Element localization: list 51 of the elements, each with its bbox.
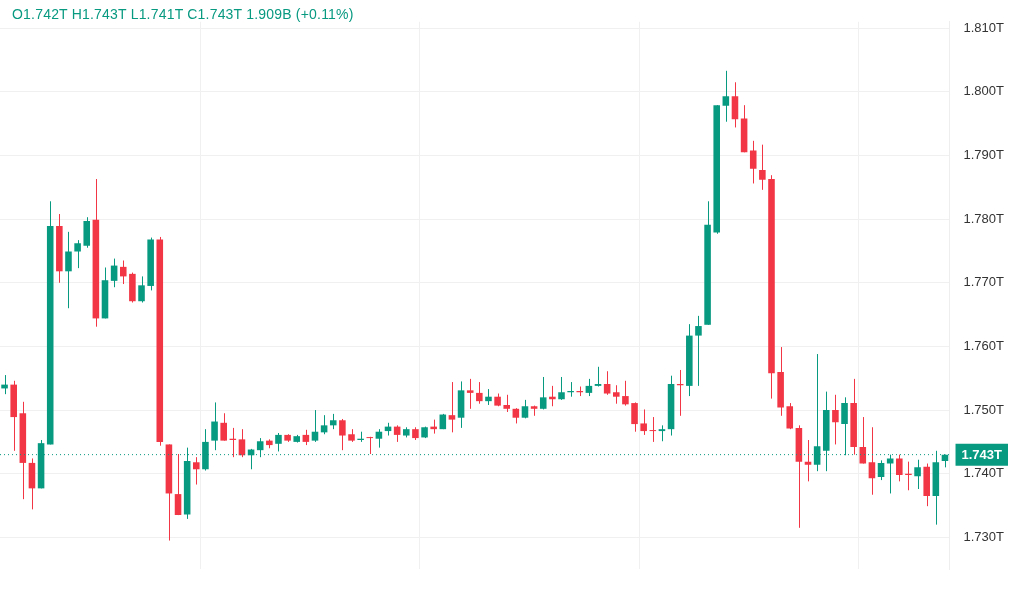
candlestick [193, 456, 200, 486]
y-tick-label: 1.810T [963, 19, 1005, 35]
candlestick [448, 381, 456, 433]
candlestick [238, 428, 246, 458]
candlestick [110, 258, 118, 288]
candlestick [749, 140, 757, 184]
candlestick [631, 401, 638, 433]
candlestick [896, 454, 903, 482]
candlestick [612, 384, 620, 405]
candlestick [759, 144, 766, 191]
annotation: O1.742T H1.743T L1.741T C1.743T 1.909B (+0.11%) [12, 6, 354, 22]
candlestick [786, 402, 794, 430]
candlestick [466, 378, 474, 410]
candlestick [174, 453, 182, 516]
candlestick [877, 459, 885, 481]
candlestick [119, 259, 127, 285]
candlestick [914, 459, 921, 490]
candlestick [695, 315, 702, 387]
candlestick [275, 432, 282, 452]
y-tick-label: 1.730T [963, 528, 1005, 544]
candlestick [594, 366, 602, 388]
candlestick [886, 454, 894, 494]
candlestick [138, 275, 145, 303]
candlestick [731, 81, 739, 128]
y-tick-label: 1.800T [963, 83, 1005, 99]
candlestick [320, 414, 328, 435]
y-tick-label: 1.740T [963, 465, 1005, 481]
y-tick-label: 1.760T [963, 338, 1005, 353]
candlestick [74, 239, 81, 269]
candlestick [476, 381, 483, 405]
y-tick-label: 1.770T [963, 274, 1005, 290]
ref-line-label: 1.743T [961, 447, 1003, 463]
candlestick [65, 231, 72, 309]
candlestick [622, 380, 629, 407]
y-tick-label: 1.790T [963, 147, 1005, 163]
candlestick [558, 376, 565, 401]
y-tick-label: 1.750T [963, 401, 1005, 417]
candlestick [640, 408, 647, 436]
candlestick [311, 409, 319, 443]
candlestick [539, 376, 547, 410]
candlestick [859, 416, 867, 465]
candlestick [868, 426, 876, 496]
y-tick-label: 1.780T [963, 210, 1005, 226]
candlestick [603, 370, 611, 396]
candlestick [375, 428, 383, 449]
candlestick [722, 70, 730, 123]
candlestick [339, 418, 346, 451]
candlestick [211, 401, 218, 451]
candlestick [220, 412, 227, 442]
candlestick [366, 436, 374, 455]
candlestick [832, 394, 839, 445]
